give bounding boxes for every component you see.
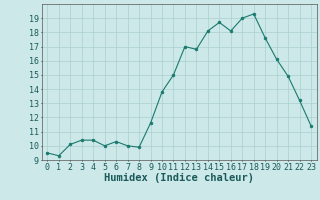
X-axis label: Humidex (Indice chaleur): Humidex (Indice chaleur) bbox=[104, 173, 254, 183]
